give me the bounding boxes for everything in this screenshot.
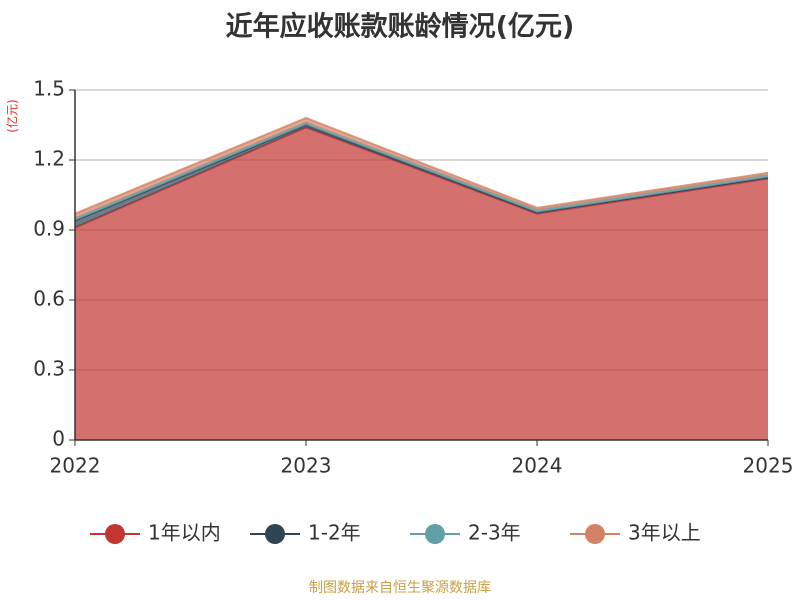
legend-item: 1年以内	[90, 521, 221, 545]
y-tick-label: 1.5	[33, 77, 65, 101]
legend-marker	[585, 524, 605, 544]
area	[75, 125, 768, 228]
legend-label: 3年以上	[628, 521, 701, 545]
legend-item: 1-2年	[250, 521, 361, 545]
legend-marker	[105, 524, 125, 544]
y-tick-label: 1.2	[33, 147, 65, 171]
area	[75, 118, 768, 219]
y-tick-label: 0.3	[33, 357, 65, 381]
y-tick-label: 0	[52, 427, 65, 451]
y-axis-label: (亿元)	[5, 99, 20, 132]
y-tick-label: 0.6	[33, 287, 65, 311]
legend-item: 2-3年	[410, 521, 521, 545]
legend-label: 1年以内	[148, 521, 221, 545]
x-tick-label: 2023	[281, 454, 332, 478]
legend-marker	[265, 524, 285, 544]
area-line	[74, 121, 769, 220]
area-line	[74, 116, 769, 215]
chart-title: 近年应收账款账龄情况(亿元)	[226, 11, 575, 43]
legend-label: 1-2年	[308, 521, 361, 545]
source-note: 制图数据来自恒生聚源数据库	[309, 580, 491, 596]
legend-label: 2-3年	[468, 521, 521, 545]
legend-item: 3年以上	[570, 521, 701, 545]
x-tick-label: 2024	[512, 454, 563, 478]
legend-marker	[425, 524, 445, 544]
y-tick-label: 0.9	[33, 217, 65, 241]
x-tick-label: 2025	[743, 454, 794, 478]
x-tick-label: 2022	[50, 454, 101, 478]
